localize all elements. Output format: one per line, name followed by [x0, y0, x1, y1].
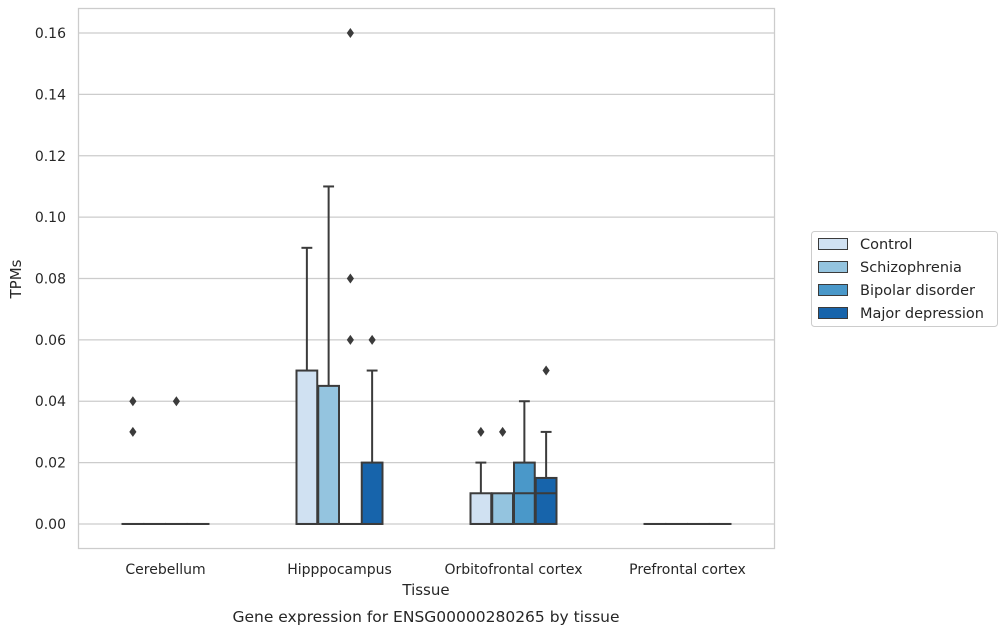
box-plot-marks — [121, 28, 732, 525]
outlier-point — [346, 334, 354, 345]
box-body — [317, 384, 340, 525]
legend-label: Schizophrenia — [860, 260, 962, 276]
outlier-point — [346, 28, 354, 39]
y-tick-label: 0.10 — [35, 210, 66, 226]
outlier-point — [499, 426, 507, 437]
box-schizophrenia — [491, 426, 514, 525]
y-tick-label: 0.00 — [35, 517, 66, 533]
box-body — [534, 476, 558, 525]
outlier-point — [477, 426, 485, 437]
box-bipolar-disorder — [513, 400, 536, 525]
x-axis-ticks: Cerebellum Hipppocampus Orbitofrontal cort… — [125, 562, 745, 578]
box-body — [469, 492, 493, 525]
x-tick-label: Prefrontal cortex — [629, 562, 746, 578]
box-bipolar-disorder — [165, 396, 188, 525]
box-major-depression — [534, 365, 558, 525]
legend-label: Major depression — [860, 306, 984, 322]
legend-frame — [811, 231, 998, 327]
y-axis-label: TPMs — [7, 259, 25, 299]
legend-swatch — [818, 261, 848, 273]
box-control — [469, 426, 493, 525]
plot-frame — [77, 7, 776, 550]
x-tick-label: Cerebellum — [125, 562, 205, 578]
box-body — [360, 461, 384, 525]
outlier-point — [368, 334, 376, 345]
legend-swatch — [818, 238, 848, 250]
box-bipolar-disorder — [339, 28, 362, 525]
y-tick-label: 0.16 — [35, 26, 66, 42]
box-body — [295, 369, 319, 525]
y-tick-label: 0.14 — [35, 87, 66, 103]
box-control — [121, 396, 145, 525]
outlier-point — [129, 396, 137, 407]
outlier-point — [129, 426, 137, 437]
legend-swatch — [818, 307, 848, 319]
outlier-point — [542, 365, 550, 376]
box-schizophrenia — [317, 185, 340, 525]
outlier-point — [172, 396, 180, 407]
y-tick-label: 0.12 — [35, 149, 66, 165]
box-control — [295, 246, 319, 525]
x-tick-label: Hipppocampus — [287, 562, 392, 578]
grid-lines — [78, 32, 775, 525]
x-axis-label: Tissue — [401, 581, 449, 599]
y-tick-label: 0.04 — [35, 394, 66, 410]
y-tick-label: 0.08 — [35, 272, 66, 288]
figure-caption: Gene expression for ENSG00000280265 by t… — [232, 608, 619, 626]
outlier-point — [346, 273, 354, 284]
box-major-depression — [360, 334, 384, 525]
legend-label: Bipolar disorder — [860, 283, 975, 299]
legend-label: Control — [860, 237, 912, 253]
legend: Control Schizophrenia Bipolar disorder Majo… — [811, 231, 998, 327]
y-tick-label: 0.06 — [35, 333, 66, 349]
x-tick-label: Orbitofrontal cortex — [445, 562, 583, 578]
y-tick-label: 0.02 — [35, 456, 66, 472]
legend-swatch — [818, 284, 848, 296]
box-body — [491, 492, 514, 525]
y-axis-ticks: 0.00 0.02 0.04 0.06 0.08 0.10 0.12 0.14 0.16 — [35, 26, 66, 533]
